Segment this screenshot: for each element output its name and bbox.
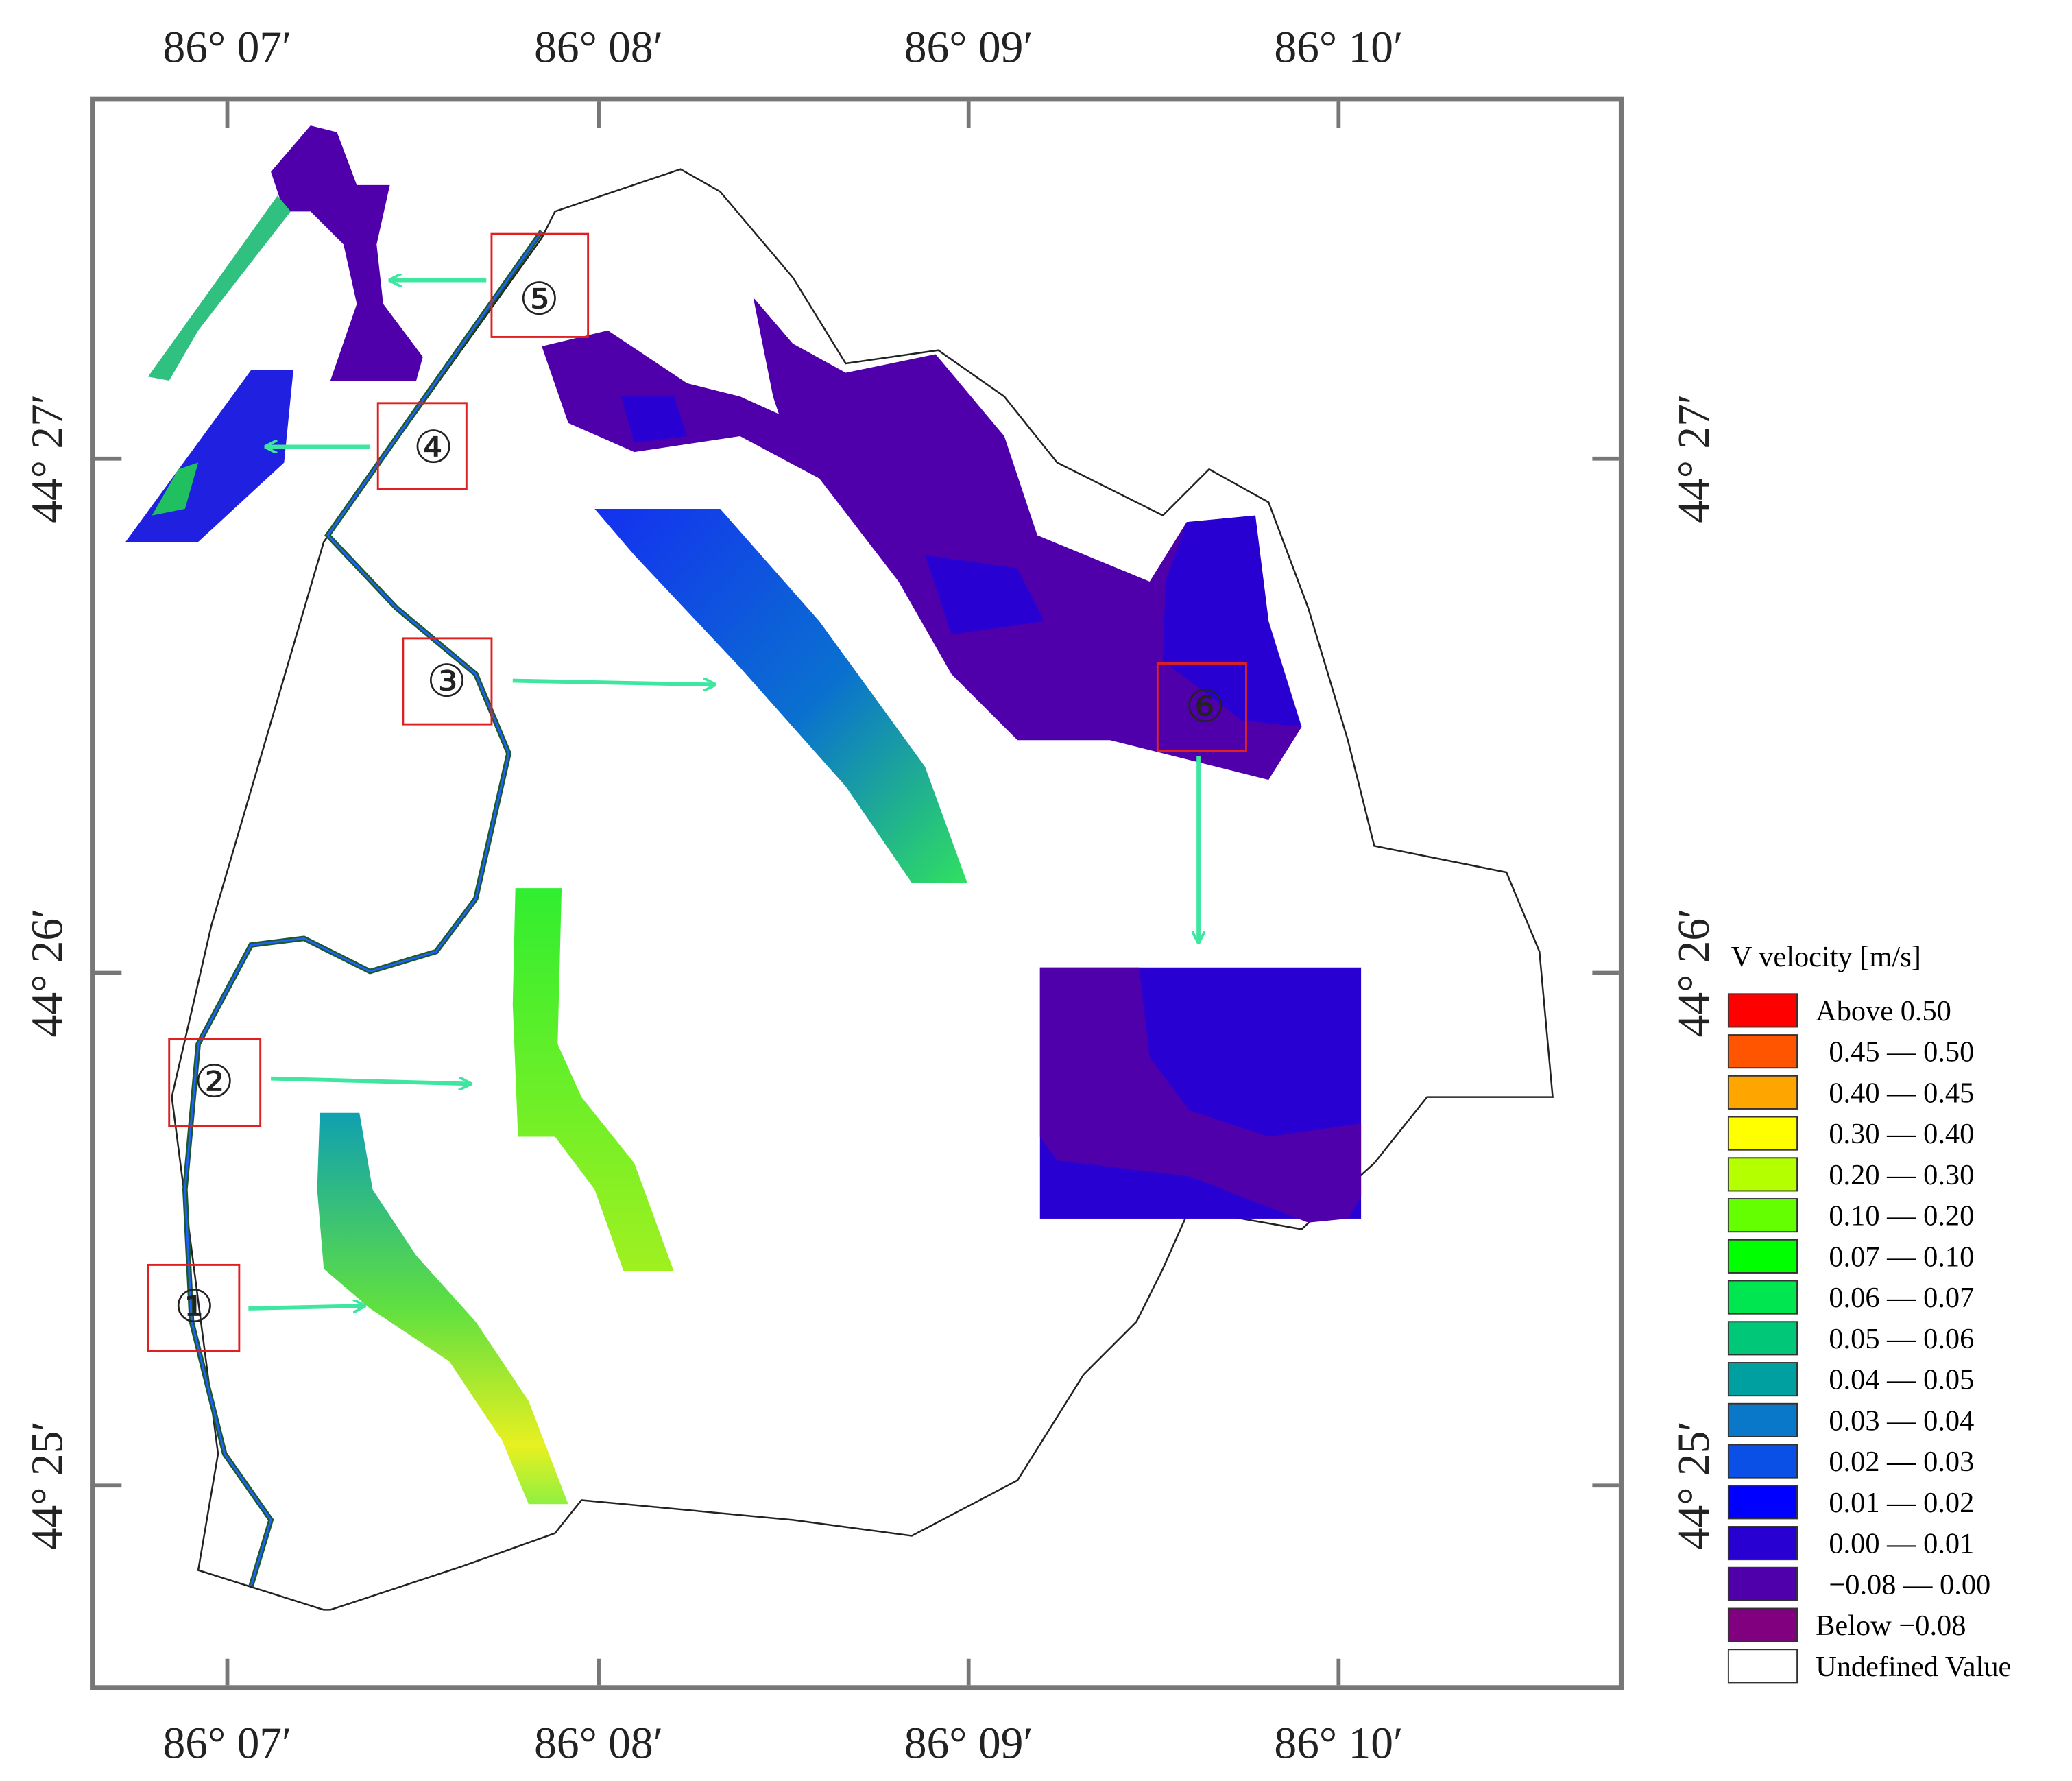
legend-swatch — [1727, 1280, 1798, 1315]
legend-label: Undefined Value — [1816, 1651, 2011, 1683]
zone-box — [168, 1038, 262, 1127]
legend-label: 0.07 — 0.10 — [1829, 1241, 1974, 1273]
inset-1 — [317, 1112, 568, 1505]
zone-label: ⑥ — [1185, 682, 1225, 732]
map-frame — [90, 96, 1624, 1690]
zone-box — [490, 232, 590, 338]
legend-label: 0.45 — 0.50 — [1829, 1036, 1974, 1068]
arrows — [248, 280, 1198, 1308]
lon-label: 86° 09′ — [904, 1719, 1033, 1768]
legend-swatch — [1727, 1075, 1798, 1110]
legend-label: 0.00 — 0.01 — [1829, 1528, 1974, 1560]
legend-swatch — [1727, 1239, 1798, 1274]
inset-4-patch — [152, 462, 199, 516]
basin-boundary — [171, 168, 1554, 1611]
inset-5 — [271, 125, 423, 381]
zone-label: ⑤ — [519, 276, 559, 325]
legend-label: −0.08 — 0.00 — [1829, 1568, 1990, 1601]
inset-5-channel — [147, 195, 291, 381]
legend-label: 0.40 — 0.45 — [1829, 1077, 1974, 1109]
legend-label: Above 0.50 — [1816, 995, 1951, 1027]
lon-label: 86° 07′ — [163, 1719, 292, 1768]
legend-swatch — [1727, 1362, 1798, 1397]
lon-label: 86° 10′ — [1274, 1719, 1403, 1768]
legend-label: 0.03 — 0.04 — [1829, 1405, 1974, 1437]
legend-swatch — [1727, 1198, 1798, 1233]
lon-label: 86° 10′ — [1274, 23, 1403, 73]
lat-label: 44° 27′ — [1670, 394, 1719, 523]
graticule-ticks: 86° 07′ 86° 07′ 86° 08′ 86° 08′ 86° 09′ 86° 0… — [23, 23, 1719, 1769]
zone-markers — [147, 232, 1247, 1352]
legend-label: 0.04 — 0.05 — [1829, 1364, 1974, 1396]
legend: Above 0.50 0.45 — 0.50 0.40 — 0.45 0.30 — 0… — [1727, 993, 2011, 1684]
wetland-low-patch — [1163, 515, 1302, 727]
legend-swatch — [1727, 1607, 1798, 1642]
zone-box — [376, 402, 468, 490]
river-highlight — [184, 230, 543, 1587]
inset-2 — [512, 888, 674, 1272]
wetland-low-patch — [925, 555, 1044, 635]
lat-label: 44° 25′ — [1670, 1421, 1719, 1550]
legend-swatch — [1727, 1116, 1798, 1151]
legend-label: 0.30 — 0.40 — [1829, 1118, 1974, 1150]
zone-label: ② — [194, 1058, 234, 1108]
inset-3 — [594, 509, 967, 883]
lon-label: 86° 07′ — [163, 23, 292, 73]
zone-box — [1156, 662, 1247, 752]
zone-label: ④ — [413, 424, 454, 473]
legend-label: 0.06 — 0.07 — [1829, 1282, 1974, 1314]
legend-label: 0.20 — 0.30 — [1829, 1159, 1974, 1191]
legend-swatch — [1727, 1566, 1798, 1601]
lon-label: 86° 08′ — [534, 23, 663, 73]
legend-swatch — [1727, 1321, 1798, 1356]
legend-swatch — [1727, 1444, 1798, 1479]
arrow — [512, 681, 714, 685]
arrow — [271, 1076, 469, 1084]
lat-label: 44° 25′ — [23, 1421, 73, 1550]
legend-label: Below −0.08 — [1816, 1610, 1966, 1642]
legend-swatch — [1727, 1402, 1798, 1437]
zone-label: ③ — [426, 658, 467, 707]
legend-swatch — [1727, 1485, 1798, 1520]
legend-label: 0.01 — 0.02 — [1829, 1487, 1974, 1519]
legend-label: 0.02 — 0.03 — [1829, 1446, 1974, 1478]
legend-title: V velocity [m/s] — [1731, 941, 1921, 973]
lat-label: 44° 26′ — [23, 908, 73, 1037]
lat-label: 44° 26′ — [1670, 908, 1719, 1037]
inset-6-patch — [1039, 967, 1362, 1223]
legend-swatch — [1727, 993, 1798, 1028]
zone-box — [402, 637, 493, 726]
arrow — [248, 1306, 363, 1308]
legend-swatch — [1727, 1526, 1798, 1561]
zone-label: ① — [174, 1282, 215, 1332]
zone-box — [147, 1263, 241, 1352]
lon-label: 86° 09′ — [904, 23, 1033, 73]
lat-label: 44° 27′ — [23, 394, 73, 523]
wetland-region — [542, 297, 1302, 780]
legend-swatch — [1727, 1157, 1798, 1192]
lon-label: 86° 08′ — [534, 1719, 663, 1768]
wetland-low-patch — [621, 396, 688, 443]
legend-swatch — [1727, 1649, 1798, 1684]
legend-label: 0.05 — 0.06 — [1829, 1323, 1974, 1355]
legend-label: 0.10 — 0.20 — [1829, 1200, 1974, 1232]
legend-swatch — [1727, 1034, 1798, 1069]
